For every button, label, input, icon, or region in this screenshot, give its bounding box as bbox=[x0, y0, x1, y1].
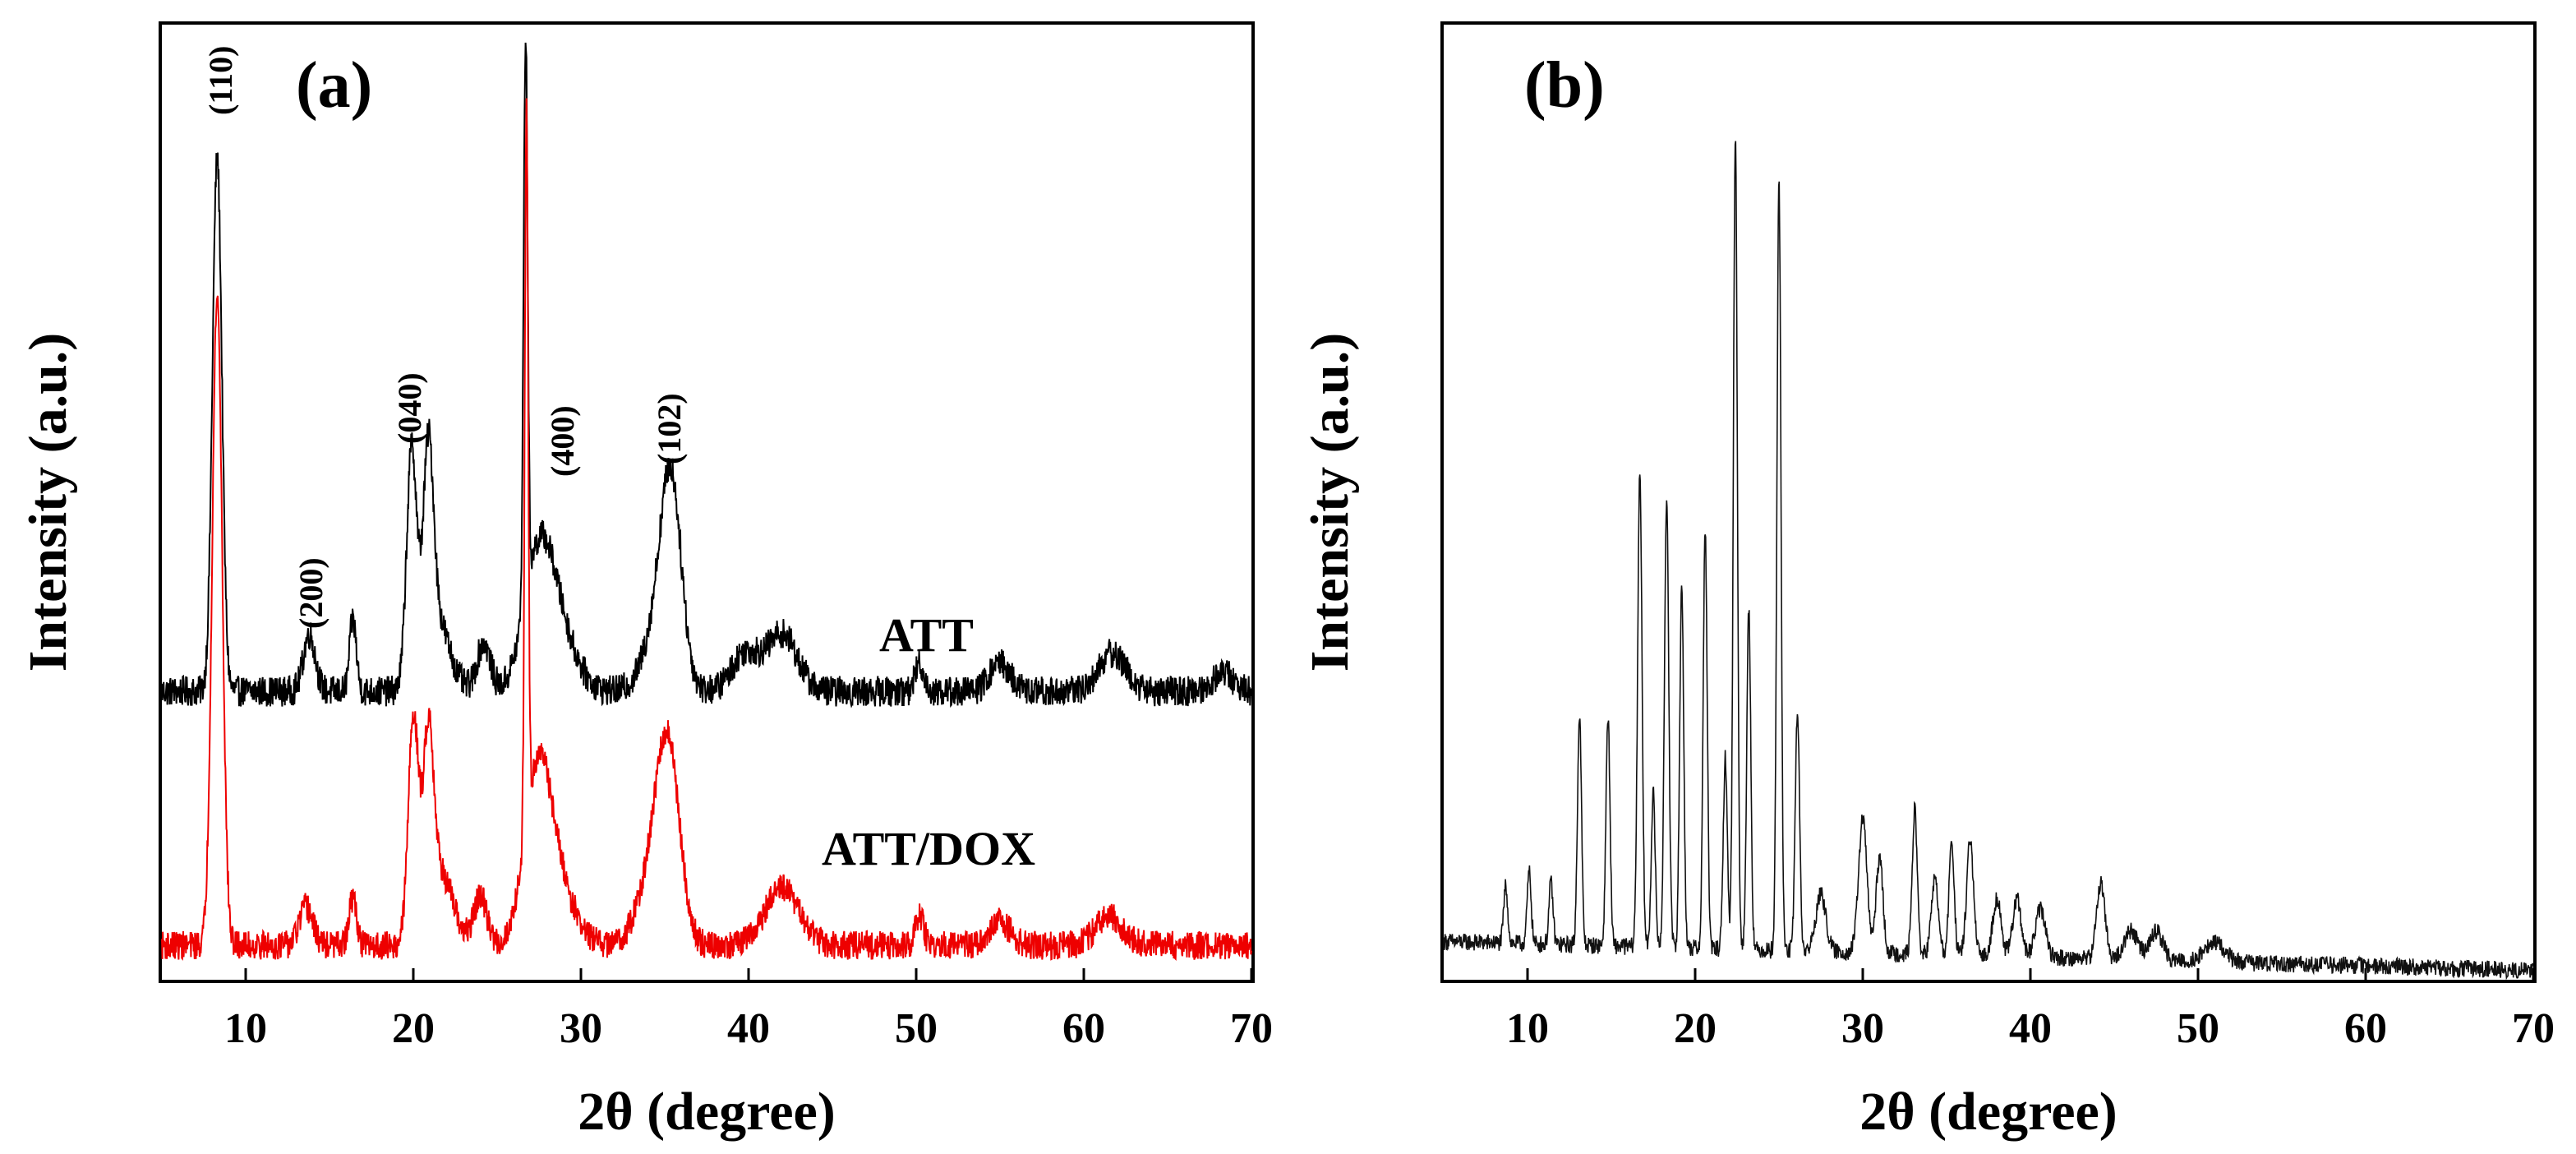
x-tick-label: 10 bbox=[224, 1005, 267, 1052]
x-tick-label: 40 bbox=[2009, 1005, 2052, 1052]
panel-b-x-ticks: 10 20 30 40 50 60 70 bbox=[1506, 968, 2555, 1052]
x-tick-label: 50 bbox=[895, 1005, 938, 1052]
panel-b-x-axis-label: 2θ (degree) bbox=[1859, 1082, 2117, 1142]
panel-b: 10 20 30 40 50 60 70 (b) 2θ (degree) Intensity… bbox=[1300, 21, 2555, 1142]
x-tick-label: 20 bbox=[1674, 1005, 1717, 1052]
peak-label-200: (200) bbox=[293, 557, 329, 629]
x-tick-label: 70 bbox=[1230, 1005, 1273, 1052]
x-tick-label: 30 bbox=[560, 1005, 602, 1052]
peak-label-110: (110) bbox=[202, 46, 239, 115]
x-tick-label: 50 bbox=[2177, 1005, 2219, 1052]
panel-a-x-axis-label: 2θ (degree) bbox=[578, 1082, 836, 1142]
series-att-dox-line bbox=[161, 98, 1252, 961]
panel-b-label: (b) bbox=[1524, 49, 1605, 122]
x-tick-label: 60 bbox=[1062, 1005, 1105, 1052]
x-tick-label: 20 bbox=[392, 1005, 435, 1052]
x-tick-label: 10 bbox=[1506, 1005, 1549, 1052]
panel-a-x-ticks: 10 20 30 40 50 60 70 bbox=[224, 968, 1273, 1052]
x-tick-label: 70 bbox=[2512, 1005, 2555, 1052]
peak-label-102: (102) bbox=[651, 393, 688, 464]
series-att-line bbox=[161, 42, 1252, 709]
x-tick-label: 60 bbox=[2344, 1005, 2387, 1052]
peak-label-400: (400) bbox=[544, 405, 581, 477]
x-tick-label: 40 bbox=[727, 1005, 770, 1052]
series-panel-b-line bbox=[1443, 141, 2534, 981]
series-label-att-dox: ATT/DOX bbox=[822, 822, 1035, 875]
series-label-att: ATT bbox=[879, 608, 974, 662]
panel-b-frame bbox=[1440, 21, 2537, 983]
peak-label-040: (040) bbox=[391, 372, 428, 444]
panel-b-y-axis-label: Intensity (a.u.) bbox=[1300, 333, 1360, 672]
panel-a-label: (a) bbox=[296, 49, 372, 122]
panel-a-y-axis-label: Intensity (a.u.) bbox=[18, 333, 78, 672]
x-tick-label: 30 bbox=[1841, 1005, 1884, 1052]
panel-a: 10 20 30 40 50 60 70 (a) (110) (200) (040) (40… bbox=[18, 21, 1273, 1142]
panel-a-frame bbox=[159, 21, 1255, 983]
